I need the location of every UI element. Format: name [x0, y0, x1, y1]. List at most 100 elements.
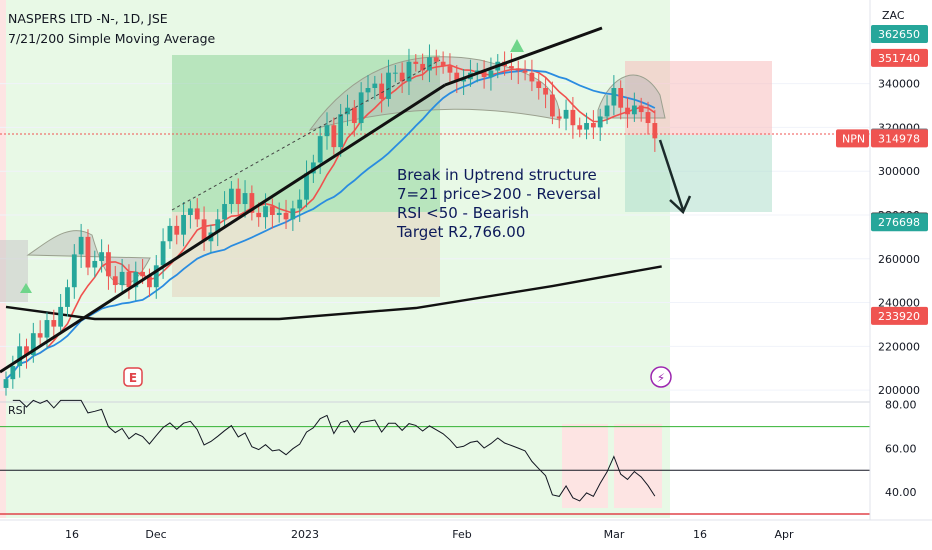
- split-marker-bg[interactable]: [650, 366, 672, 388]
- candle-body-70: [481, 70, 487, 78]
- candle-body-18: [126, 271, 132, 288]
- annotation-line-3: RSI <50 - Bearish: [397, 204, 529, 222]
- candle-83: [570, 96, 576, 139]
- candle-body-49: [338, 114, 344, 148]
- candle-body-95: [652, 123, 658, 139]
- earnings-marker-bg[interactable]: [123, 367, 143, 387]
- candle-8: [58, 294, 64, 335]
- split-marker-icon[interactable]: ⚡: [657, 371, 665, 385]
- candle-body-42: [290, 208, 296, 220]
- candle-44: [304, 160, 309, 208]
- candle-90: [618, 80, 624, 120]
- price-tag-6: 233920: [871, 306, 928, 325]
- candle-43: [297, 189, 303, 222]
- candle-body-62: [427, 57, 432, 71]
- candle-body-63: [433, 57, 439, 62]
- candle-body-71: [488, 70, 494, 78]
- candle-body-89: [611, 88, 617, 106]
- candle-body-69: [474, 70, 480, 73]
- target-arrow-head: [669, 195, 692, 215]
- price-tag-5: 276698: [871, 213, 928, 232]
- price-tag-label-6: 233920: [878, 310, 920, 323]
- candle-body-84: [577, 125, 583, 130]
- price-tag-bg-6: [871, 306, 928, 325]
- candle-9: [65, 279, 70, 317]
- zone-boxes: [0, 55, 870, 302]
- candle-body-39: [269, 206, 275, 215]
- candle-2: [17, 333, 23, 378]
- candle-body-77: [529, 72, 535, 82]
- candle-25: [174, 215, 180, 245]
- candle-body-35: [242, 193, 248, 205]
- candle-body-27: [188, 208, 193, 215]
- candle-70: [481, 60, 487, 89]
- candle-41: [283, 199, 289, 229]
- candle-body-13: [92, 260, 98, 268]
- candle-body-25: [174, 225, 180, 235]
- candle-56: [386, 59, 391, 107]
- price-axis-bg: [870, 0, 932, 550]
- candle-body-38: [263, 206, 268, 218]
- candle-29: [201, 206, 207, 251]
- candle-body-86: [590, 123, 596, 128]
- candle-body-21: [147, 276, 152, 288]
- candle-93: [638, 97, 644, 122]
- candle-61: [420, 53, 426, 81]
- price-tag-label-5: 276698: [878, 216, 920, 229]
- candle-body-33: [228, 188, 234, 205]
- candle-7: [51, 309, 57, 341]
- annotation-line-1: Break in Uptrend structure: [397, 166, 597, 184]
- candle-22: [153, 255, 159, 299]
- price-tag-bg-3: [871, 129, 928, 148]
- candle-body-52: [358, 92, 364, 124]
- candle-34: [235, 178, 241, 216]
- candle-53: [365, 75, 371, 103]
- candle-body-61: [420, 63, 426, 71]
- price-tag-1: 351740: [871, 48, 928, 67]
- candle-1: [10, 355, 16, 389]
- candle-80: [550, 81, 555, 125]
- time-tick-3: Feb: [452, 528, 471, 541]
- chart-title: NASPERS LTD -N-, 1D, JSE: [8, 11, 168, 26]
- candle-body-85: [584, 123, 589, 130]
- uptrend-line: [0, 83, 446, 374]
- candle-94: [645, 101, 651, 135]
- candle-body-65: [447, 66, 453, 73]
- candle-body-87: [597, 116, 603, 128]
- candle-4: [30, 322, 36, 363]
- candle-77: [529, 59, 535, 92]
- candle-body-81: [556, 116, 562, 119]
- candle-49: [338, 103, 344, 157]
- candle-body-11: [78, 236, 84, 255]
- candle-62: [427, 44, 432, 83]
- candle-body-10: [71, 254, 77, 288]
- candle-39: [269, 198, 275, 229]
- target-arrow-shaft: [658, 139, 685, 211]
- rsi-tick-2: 80.00: [885, 399, 917, 412]
- candle-body-40: [276, 212, 282, 215]
- price-tag-label-1: 351740: [878, 52, 920, 65]
- candle-body-1: [10, 366, 16, 380]
- earnings-marker[interactable]: E: [129, 371, 137, 385]
- price-tags: 3626503517403153753149782770142766982339…: [836, 25, 928, 325]
- candle-32: [222, 191, 227, 228]
- candle-body-32: [222, 204, 227, 220]
- moving-averages: [5, 64, 662, 380]
- candle-body-67: [461, 79, 467, 82]
- short-target-box: [625, 135, 772, 212]
- time-tick-6: Apr: [774, 528, 794, 541]
- candle-87: [597, 108, 603, 141]
- candle-89: [611, 75, 617, 116]
- candle-body-4: [30, 333, 36, 356]
- candle-body-60: [413, 61, 419, 64]
- candle-body-28: [194, 208, 200, 220]
- candle-76: [522, 60, 528, 81]
- candle-27: [188, 200, 193, 229]
- price-tick-1: 220000: [878, 340, 920, 353]
- candle-body-48: [331, 125, 337, 148]
- price-tick-0: 200000: [878, 384, 920, 397]
- candle-body-74: [509, 66, 514, 69]
- candle-body-41: [283, 212, 289, 220]
- candle-body-14: [99, 252, 105, 261]
